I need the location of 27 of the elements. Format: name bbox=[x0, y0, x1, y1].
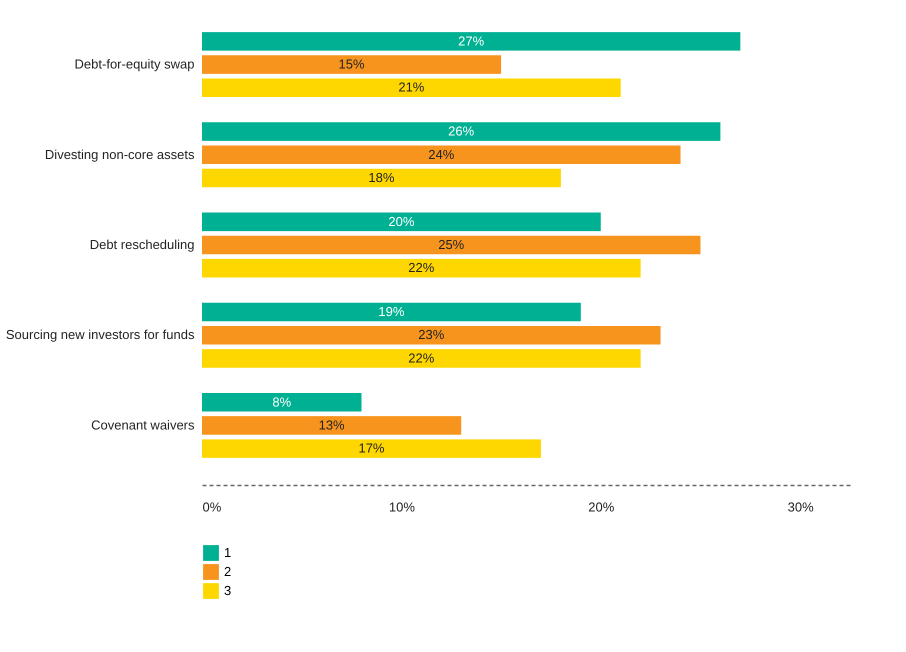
data-label: 20% bbox=[388, 214, 415, 229]
legend-label: 2 bbox=[224, 564, 232, 579]
y-tick-label: Sourcing new investors for funds bbox=[6, 327, 195, 342]
data-label: 23% bbox=[418, 327, 445, 342]
y-tick-label: Debt rescheduling bbox=[90, 237, 194, 252]
data-label: 24% bbox=[428, 146, 455, 162]
x-tick-label: 10% bbox=[388, 500, 416, 514]
x-tick-label: 20% bbox=[588, 500, 615, 514]
data-label: 22% bbox=[408, 260, 435, 276]
data-label: 25% bbox=[438, 237, 465, 252]
y-tick-label: Debt-for-equity swap bbox=[74, 56, 194, 72]
data-label: 22% bbox=[408, 350, 435, 366]
data-label: 18% bbox=[368, 170, 395, 185]
legend-label: 3 bbox=[224, 583, 232, 598]
data-label: 21% bbox=[398, 80, 425, 95]
y-tick-label: Divesting non-core assets bbox=[44, 146, 195, 162]
legend-label: 1 bbox=[224, 545, 232, 560]
data-label: 15% bbox=[338, 56, 365, 72]
y-tick-label: Covenant waivers bbox=[91, 417, 195, 432]
x-tick-label: 0% bbox=[202, 500, 222, 514]
data-label: 19% bbox=[378, 304, 405, 320]
data-label: 26% bbox=[448, 124, 475, 139]
data-label: 17% bbox=[358, 440, 385, 456]
data-label: 8% bbox=[272, 394, 292, 410]
data-label: 27% bbox=[458, 33, 485, 48]
x-tick-label: 30% bbox=[788, 500, 814, 514]
data-label: 13% bbox=[318, 417, 346, 432]
